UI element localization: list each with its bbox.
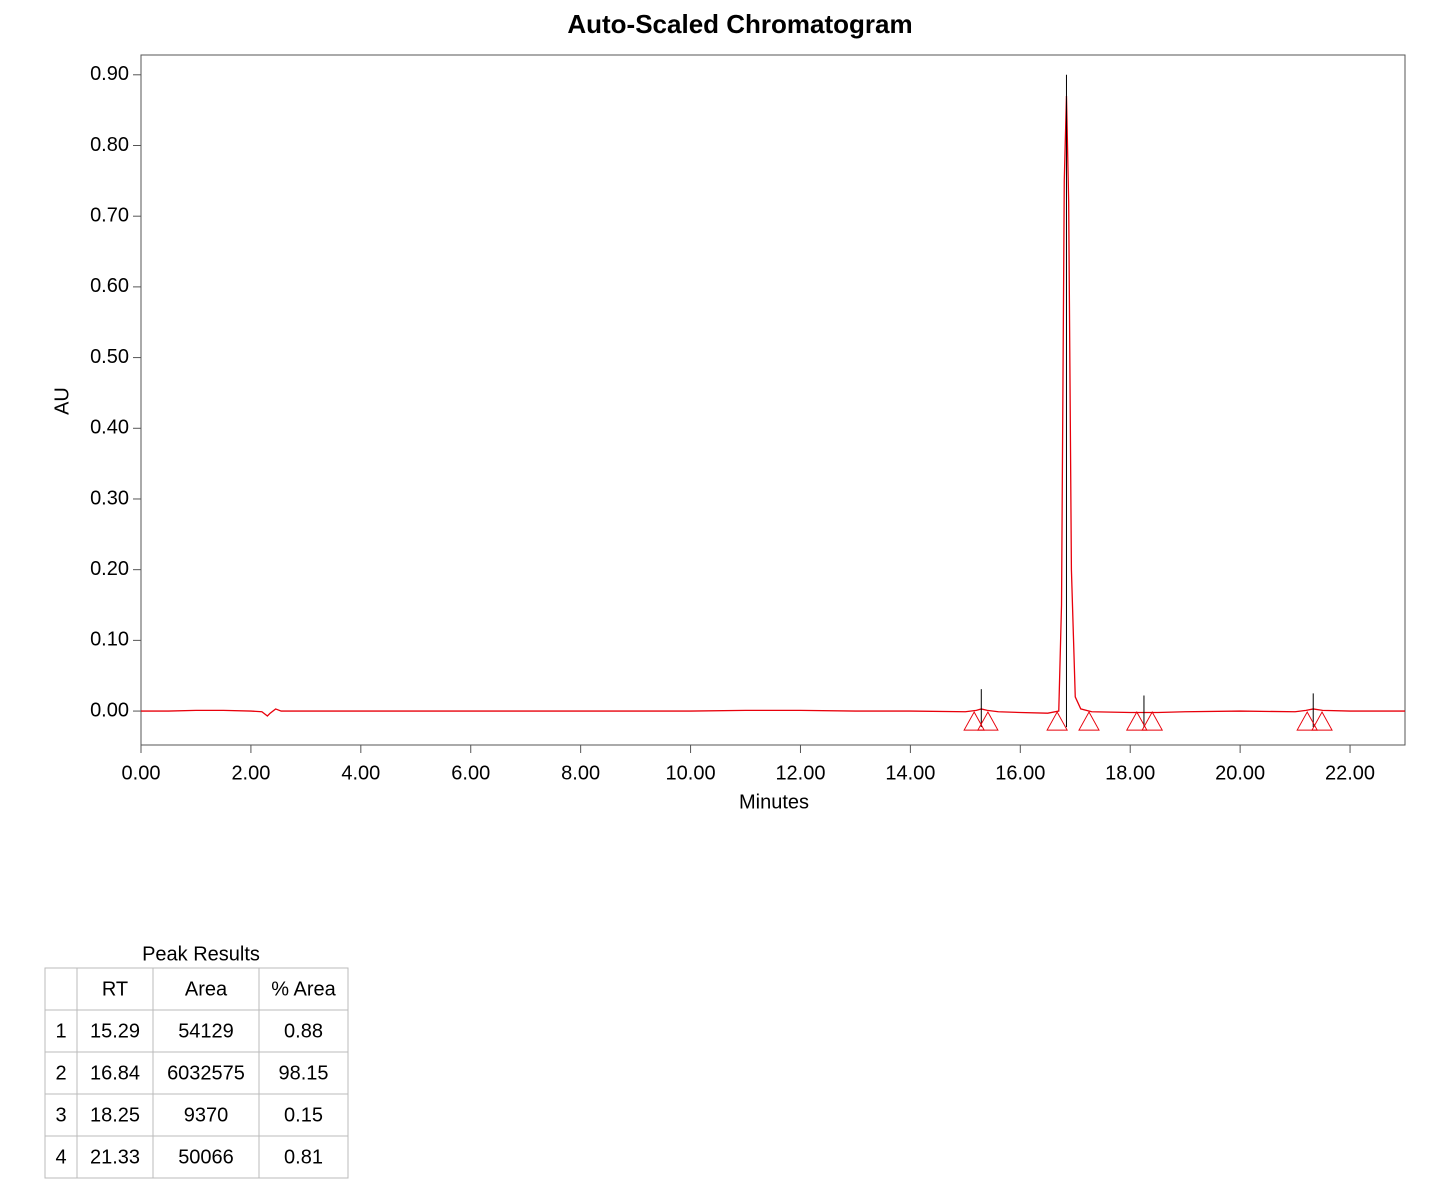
- table-cell: 16.84: [90, 1062, 140, 1084]
- table-frame: [44, 967, 349, 1179]
- x-tick-label: 6.00: [451, 762, 490, 784]
- y-tick-label: 0.20: [90, 558, 129, 580]
- table-cell: 0.88: [284, 1020, 323, 1042]
- table-cell: 2: [55, 1062, 66, 1084]
- y-tick-label: 0.90: [90, 63, 129, 85]
- y-tick-label: 0.60: [90, 275, 129, 297]
- peak-boundary-marker: [1141, 711, 1164, 731]
- x-tick-label: 8.00: [561, 762, 600, 784]
- table-cell: 21.33: [90, 1146, 140, 1168]
- table-cell: 54129: [178, 1020, 234, 1042]
- chart-title: Auto-Scaled Chromatogram: [567, 9, 912, 39]
- table-header: % Area: [271, 978, 336, 1000]
- x-tick-label: 2.00: [231, 762, 270, 784]
- y-tick-label: 0.10: [90, 629, 129, 651]
- peak-boundary-marker: [1125, 711, 1148, 731]
- peak-boundary-marker: [963, 711, 985, 731]
- x-tick-label: 10.00: [666, 762, 716, 784]
- table-cell: 0.15: [284, 1104, 323, 1126]
- table-cell: 6032575: [167, 1062, 245, 1084]
- table-title: Peak Results: [142, 943, 260, 965]
- x-tick-label: 4.00: [341, 762, 380, 784]
- table-cell: 15.29: [90, 1020, 140, 1042]
- peak-boundary-marker: [1078, 711, 1100, 731]
- plot-frame: [140, 54, 1406, 746]
- x-tick-label: 20.00: [1215, 762, 1265, 784]
- y-tick-label: 0.50: [90, 346, 129, 368]
- table-cell: 4: [55, 1146, 66, 1168]
- x-axis-label: Minutes: [739, 791, 809, 813]
- y-tick-label: 0.80: [90, 134, 129, 156]
- table-cell: 0.81: [284, 1146, 323, 1168]
- table-cell: 98.15: [278, 1062, 328, 1084]
- table-header: RT: [102, 978, 128, 1000]
- peak-boundary-marker: [1311, 711, 1333, 731]
- y-tick-label: 0.40: [90, 417, 129, 439]
- peak-boundary-marker: [1046, 711, 1068, 731]
- x-tick-label: 12.00: [775, 762, 825, 784]
- y-tick-label: 0.00: [90, 699, 129, 721]
- table-cell: 9370: [184, 1104, 229, 1126]
- table-header: Area: [185, 978, 228, 1000]
- y-tick-label: 0.70: [90, 204, 129, 226]
- x-tick-label: 22.00: [1325, 762, 1375, 784]
- trace-line: [141, 95, 1405, 717]
- table-cell: 3: [55, 1104, 66, 1126]
- table-cell: 18.25: [90, 1104, 140, 1126]
- y-tick-label: 0.30: [90, 487, 129, 509]
- y-axis-label: AU: [51, 387, 73, 415]
- table-cell: 50066: [178, 1146, 234, 1168]
- x-tick-label: 18.00: [1105, 762, 1155, 784]
- table-cell: 1: [55, 1020, 66, 1042]
- x-tick-label: 16.00: [995, 762, 1045, 784]
- x-tick-label: 0.00: [122, 762, 161, 784]
- x-tick-label: 14.00: [885, 762, 935, 784]
- peak-boundary-marker: [977, 711, 999, 731]
- peak-boundary-marker: [1296, 711, 1319, 731]
